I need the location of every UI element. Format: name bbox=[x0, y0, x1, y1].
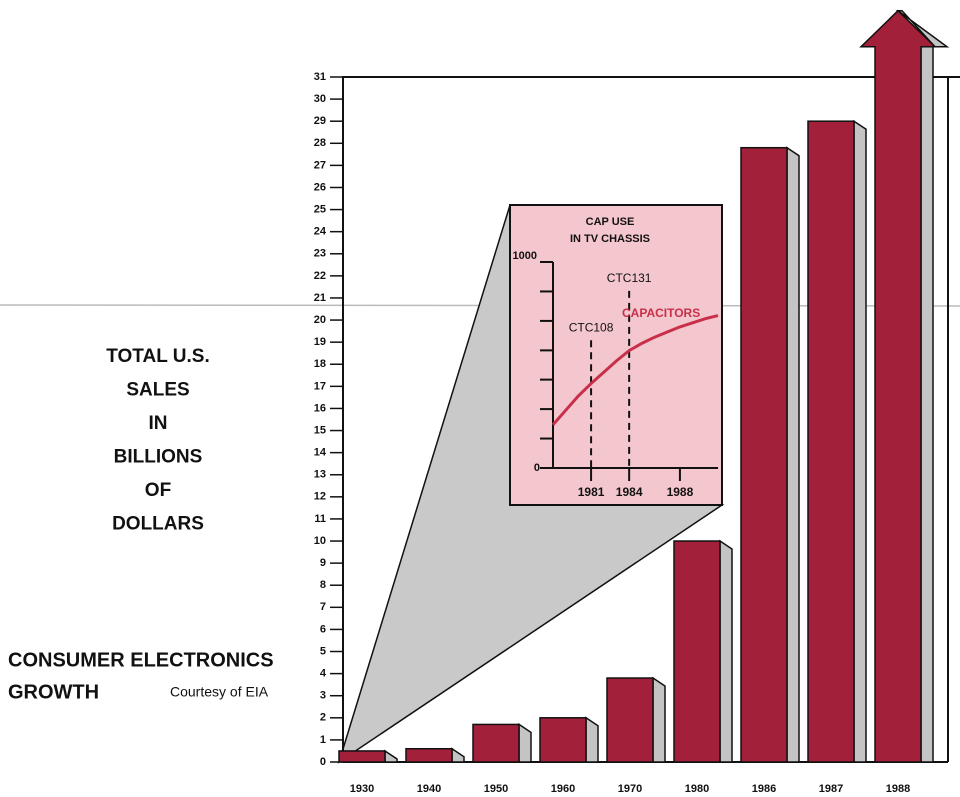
y-tick-label: 10 bbox=[314, 535, 326, 547]
y-tick-label: 8 bbox=[320, 579, 326, 591]
bar-side bbox=[518, 723, 532, 763]
y-tick-label: 19 bbox=[314, 336, 326, 348]
inset-title: CAP USE bbox=[586, 216, 635, 228]
y-tick-label: 11 bbox=[314, 513, 326, 525]
y-axis-label: OF bbox=[145, 480, 171, 501]
x-tick-label: 1950 bbox=[484, 783, 508, 795]
chart-title: GROWTH bbox=[8, 681, 99, 703]
y-tick-label: 22 bbox=[314, 270, 326, 282]
y-tick-label: 0 bbox=[320, 756, 326, 768]
bar bbox=[859, 9, 937, 763]
inset-x-tick-label: 1981 bbox=[578, 485, 605, 499]
inset-title: IN TV CHASSIS bbox=[570, 233, 650, 245]
bar-group bbox=[405, 747, 465, 763]
y-tick-label: 25 bbox=[314, 203, 326, 215]
x-tick-label: 1960 bbox=[551, 783, 575, 795]
bar-side bbox=[853, 119, 867, 763]
y-tick-label: 6 bbox=[320, 623, 326, 635]
y-tick-label: 31 bbox=[314, 71, 326, 83]
bar bbox=[673, 540, 721, 763]
annotation: CTC131 bbox=[607, 271, 652, 285]
y-tick-label: 12 bbox=[314, 491, 326, 503]
y-tick-label: 13 bbox=[314, 469, 326, 481]
y-axis-label: TOTAL U.S. bbox=[106, 346, 209, 367]
bar bbox=[472, 723, 520, 763]
inset-y-tick-label: 1000 bbox=[513, 250, 537, 262]
y-tick-label: 3 bbox=[320, 690, 326, 702]
y-tick-label: 17 bbox=[314, 380, 326, 392]
bar bbox=[338, 750, 386, 763]
inset-box bbox=[509, 204, 723, 506]
inset-x-tick-label: 1984 bbox=[616, 485, 643, 499]
bar-group bbox=[740, 146, 800, 763]
bar bbox=[740, 146, 788, 763]
y-axis-label: BILLIONS bbox=[114, 447, 203, 468]
y-tick-label: 1 bbox=[320, 734, 326, 746]
bar-side bbox=[585, 716, 599, 763]
x-tick-label: 1930 bbox=[350, 783, 374, 795]
bar-side bbox=[384, 749, 398, 763]
bar-group bbox=[472, 723, 532, 763]
y-tick-label: 7 bbox=[320, 601, 326, 613]
y-tick-label: 14 bbox=[314, 447, 327, 459]
x-tick-label: 1986 bbox=[752, 783, 776, 795]
y-axis-label: DOLLARS bbox=[112, 514, 204, 535]
bar-group bbox=[539, 716, 599, 763]
y-tick-label: 16 bbox=[314, 402, 326, 414]
y-tick-label: 28 bbox=[314, 137, 326, 149]
y-tick-label: 27 bbox=[314, 159, 326, 171]
source: Courtesy of EIA bbox=[170, 684, 269, 700]
y-tick-label: 5 bbox=[320, 645, 326, 657]
bar-side bbox=[451, 747, 465, 763]
y-tick-label: 20 bbox=[314, 314, 326, 326]
y-tick-label: 26 bbox=[314, 181, 326, 193]
bar-group bbox=[606, 676, 666, 763]
y-tick-label: 21 bbox=[314, 292, 326, 304]
y-tick-label: 18 bbox=[314, 358, 326, 370]
bar bbox=[606, 677, 654, 763]
bar bbox=[807, 120, 855, 763]
y-tick-label: 30 bbox=[314, 93, 326, 105]
bar-group bbox=[673, 539, 733, 763]
inset-y-tick-label: 0 bbox=[534, 462, 540, 474]
bar bbox=[405, 747, 453, 763]
x-tick-label: 1940 bbox=[417, 783, 441, 795]
y-axis-label: IN bbox=[149, 413, 168, 434]
bar-group bbox=[807, 119, 867, 763]
bar-side bbox=[786, 146, 800, 763]
bar-side bbox=[652, 676, 666, 763]
bar-side bbox=[719, 539, 733, 763]
y-tick-label: 15 bbox=[314, 424, 326, 436]
inset-x-tick-label: 1988 bbox=[667, 485, 694, 499]
bar bbox=[539, 717, 587, 763]
x-tick-label: 1970 bbox=[618, 783, 642, 795]
y-tick-label: 4 bbox=[320, 668, 327, 680]
bar-group bbox=[859, 9, 950, 763]
y-tick-label: 9 bbox=[320, 557, 326, 569]
chart-title: CONSUMER ELECTRONICS bbox=[8, 649, 274, 671]
y-tick-label: 24 bbox=[314, 226, 327, 238]
bar-group bbox=[338, 749, 398, 763]
x-tick-label: 1988 bbox=[886, 783, 910, 795]
annotation: CTC108 bbox=[569, 320, 614, 334]
x-tick-label: 1987 bbox=[819, 783, 843, 795]
x-tick-label: 1980 bbox=[685, 783, 709, 795]
series-label: CAPACITORS bbox=[622, 306, 700, 320]
y-axis-label: SALES bbox=[126, 380, 189, 401]
y-tick-label: 23 bbox=[314, 248, 326, 260]
y-tick-label: 2 bbox=[320, 712, 326, 724]
y-tick-label: 29 bbox=[314, 115, 326, 127]
line-series bbox=[551, 314, 719, 426]
